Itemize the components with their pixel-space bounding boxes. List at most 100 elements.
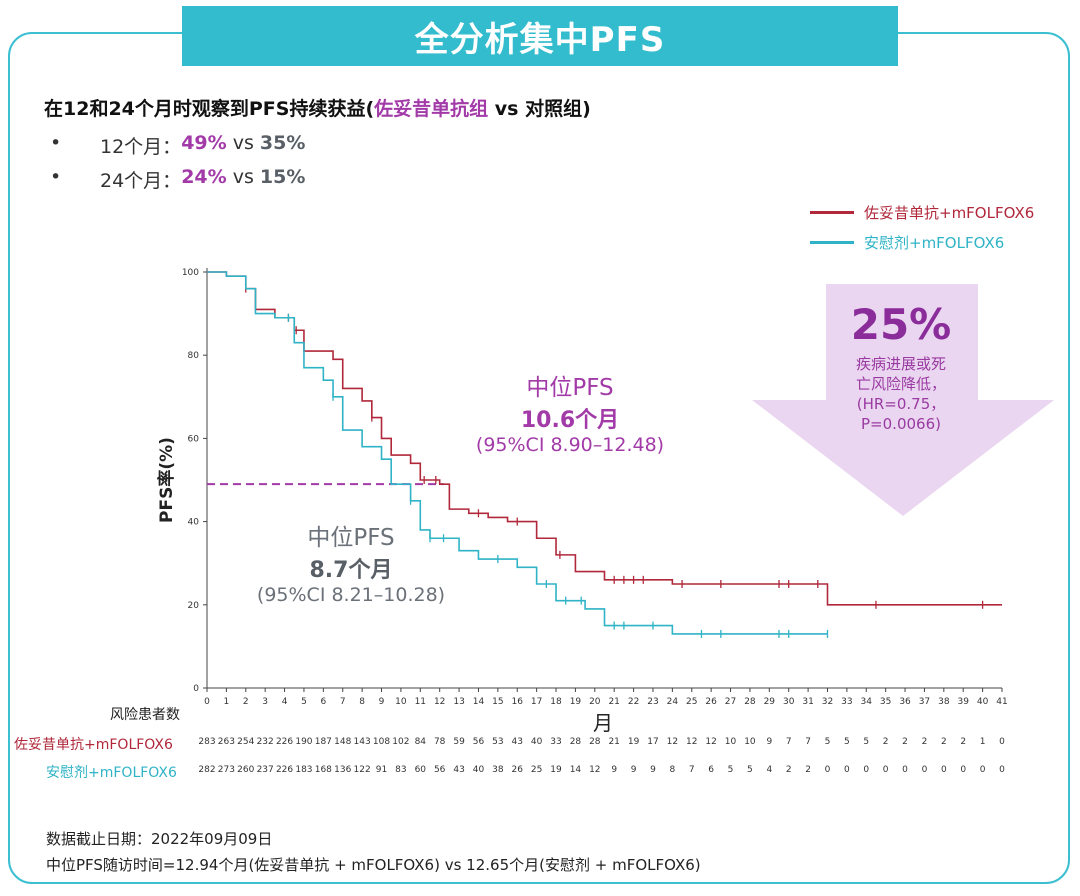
risk-count-placebo: 6: [708, 765, 714, 775]
risk-count-placebo: 282: [198, 765, 215, 775]
y-tick-label: 100: [182, 268, 199, 278]
y-tick-label: 60: [188, 434, 200, 444]
risk-count-drug: 2: [922, 737, 928, 747]
x-tick-label: 12: [434, 697, 445, 707]
risk-count-drug: 78: [434, 737, 446, 747]
x-tick-label: 11: [415, 697, 426, 707]
x-tick-label: 25: [686, 697, 697, 707]
y-tick-label: 20: [188, 601, 200, 611]
risk-count-drug: 283: [198, 737, 215, 747]
risk-count-placebo: 237: [257, 765, 274, 775]
risk-count-placebo: 273: [218, 765, 235, 775]
y-axis-label: PFS率(%): [156, 437, 177, 523]
risk-count-placebo: 0: [999, 765, 1005, 775]
x-tick-label: 22: [628, 697, 639, 707]
risk-count-drug: 2: [883, 737, 889, 747]
headline: 在12和24个月时观察到PFS持续获益(佐妥昔单抗组 vs 对照组): [44, 98, 591, 120]
risk-count-placebo: 0: [941, 765, 947, 775]
risk-count-drug: 5: [863, 737, 869, 747]
x-tick-label: 18: [550, 697, 562, 707]
risk-count-drug: 56: [473, 737, 485, 747]
risk-count-drug: 19: [628, 737, 640, 747]
x-tick-label: 3: [262, 697, 268, 707]
risk-count-placebo: 5: [747, 765, 753, 775]
risk-count-placebo: 2: [805, 765, 811, 775]
risk-count-drug: 2: [941, 737, 947, 747]
risk-count-placebo: 7: [689, 765, 695, 775]
risk-count-drug: 2: [902, 737, 908, 747]
risk-count-drug: 1: [980, 737, 986, 747]
risk-count-placebo: 14: [570, 765, 582, 775]
x-tick-label: 34: [861, 697, 873, 707]
x-tick-label: 23: [647, 697, 658, 707]
risk-count-drug: 7: [786, 737, 792, 747]
x-tick-label: 19: [570, 697, 582, 707]
risk-count-drug: 59: [453, 737, 465, 747]
x-tick-label: 20: [589, 697, 601, 707]
risk-count-placebo: 43: [453, 765, 464, 775]
risk-count-placebo: 0: [883, 765, 889, 775]
x-tick-label: 28: [744, 697, 756, 707]
risk-count-drug: 263: [218, 737, 235, 747]
x-tick-label: 41: [996, 697, 1007, 707]
x-tick-label: 35: [880, 697, 891, 707]
x-axis-label: 月: [593, 711, 613, 735]
y-tick-label: 80: [188, 351, 200, 361]
x-tick-label: 14: [473, 697, 485, 707]
risk-count-placebo: 38: [492, 765, 504, 775]
risk-count-drug: 43: [512, 737, 523, 747]
x-tick-label: 36: [899, 697, 911, 707]
risk-count-drug: 226: [276, 737, 293, 747]
risk-count-drug: 10: [744, 737, 756, 747]
bullet-12-month: • 12个月： 49% vs 35%: [50, 132, 306, 158]
risk-count-placebo: 25: [531, 765, 542, 775]
risk-count-placebo: 0: [863, 765, 869, 775]
risk-count-drug: 7: [805, 737, 811, 747]
risk-count-placebo: 0: [960, 765, 966, 775]
x-tick-label: 24: [667, 697, 679, 707]
x-tick-label: 1: [224, 697, 230, 707]
risk-count-placebo: 8: [669, 765, 675, 775]
x-tick-label: 7: [340, 697, 346, 707]
risk-count-drug: 148: [334, 737, 351, 747]
risk-count-placebo: 260: [237, 765, 254, 775]
legend-swatch-drug: [810, 211, 854, 214]
x-tick-label: 39: [957, 697, 969, 707]
x-tick-label: 15: [492, 697, 503, 707]
risk-count-placebo: 26: [512, 765, 524, 775]
risk-count-drug: 12: [667, 737, 678, 747]
risk-count-placebo: 9: [631, 765, 637, 775]
risk-count-placebo: 0: [825, 765, 831, 775]
x-tick-label: 2: [243, 697, 249, 707]
risk-count-drug: 53: [492, 737, 503, 747]
x-tick-label: 33: [841, 697, 852, 707]
risk-count-drug: 5: [825, 737, 831, 747]
risk-count-placebo: 183: [295, 765, 312, 775]
x-tick-label: 16: [512, 697, 524, 707]
x-tick-label: 29: [764, 697, 776, 707]
x-tick-label: 17: [531, 697, 542, 707]
risk-count-drug: 28: [589, 737, 601, 747]
risk-count-drug: 40: [531, 737, 543, 747]
risk-count-drug: 12: [705, 737, 716, 747]
x-tick-label: 32: [822, 697, 833, 707]
legend-item-drug: 佐妥昔单抗+mFOLFOX6: [810, 202, 1034, 223]
risk-count-placebo: 0: [844, 765, 850, 775]
risk-count-placebo: 122: [354, 765, 371, 775]
risk-count-drug: 232: [257, 737, 274, 747]
x-tick-label: 5: [301, 697, 307, 707]
x-tick-label: 40: [977, 697, 989, 707]
x-tick-label: 27: [725, 697, 736, 707]
x-tick-label: 31: [802, 697, 813, 707]
x-tick-label: 37: [919, 697, 930, 707]
risk-count-placebo: 168: [315, 765, 332, 775]
risk-count-placebo: 5: [728, 765, 734, 775]
x-tick-label: 10: [395, 697, 407, 707]
risk-count-drug: 9: [766, 737, 772, 747]
risk-count-drug: 12: [686, 737, 697, 747]
risk-row-label-placebo: 安慰剂+mFOLFOX6: [46, 765, 177, 781]
x-tick-label: 38: [938, 697, 950, 707]
risk-count-drug: 21: [608, 737, 619, 747]
risk-count-placebo: 12: [589, 765, 600, 775]
page-title: 全分析集中PFS: [182, 6, 898, 66]
